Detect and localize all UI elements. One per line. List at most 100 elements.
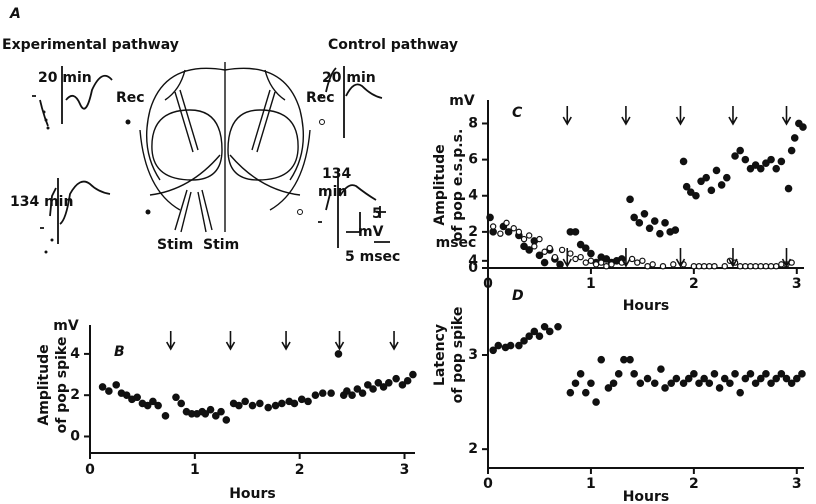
data-point — [540, 258, 549, 267]
unit-label: mV — [449, 93, 475, 109]
data-point — [790, 134, 799, 142]
data-point — [571, 379, 580, 388]
data-point — [143, 401, 152, 410]
data-point — [222, 416, 231, 424]
data-point — [536, 235, 543, 243]
data-point — [379, 383, 388, 391]
data-point — [311, 391, 320, 399]
data-point — [535, 251, 544, 260]
data-point — [787, 146, 796, 155]
data-point — [747, 262, 754, 270]
data-point — [695, 379, 703, 388]
data-point — [172, 393, 180, 402]
data-point — [752, 262, 759, 270]
data-point — [736, 262, 744, 270]
data-point — [587, 257, 595, 264]
data-point — [592, 261, 600, 268]
arrow — [334, 331, 345, 351]
data-point — [682, 182, 691, 191]
arrow — [728, 106, 738, 126]
data-point — [525, 246, 533, 254]
data-point — [767, 262, 775, 270]
data-point — [746, 370, 755, 378]
time-label: 20 min — [322, 70, 376, 86]
data-point — [558, 246, 566, 254]
data-point — [741, 155, 750, 164]
data-point — [343, 387, 351, 395]
data-point — [598, 259, 605, 266]
data-point — [656, 229, 664, 238]
data-point — [409, 370, 417, 379]
arrow — [562, 248, 572, 268]
data-point — [403, 376, 412, 385]
data-point — [778, 261, 785, 268]
data-point — [264, 403, 273, 412]
data-point — [667, 379, 676, 388]
rec-label: Rec — [306, 90, 335, 106]
data-point — [762, 159, 770, 168]
data-point — [271, 401, 280, 410]
data-point — [489, 346, 497, 355]
data-point — [697, 177, 705, 186]
data-point — [576, 240, 585, 249]
data-point — [497, 230, 504, 237]
data-point — [700, 262, 708, 270]
data-point — [133, 393, 141, 402]
data-point — [358, 389, 367, 397]
data-point — [799, 123, 807, 131]
data-point — [782, 374, 791, 383]
data-point — [742, 262, 749, 270]
arrow — [781, 106, 792, 126]
data-point — [720, 374, 729, 383]
data-point — [105, 387, 113, 395]
data-point — [494, 341, 503, 350]
arrow — [675, 248, 686, 268]
y-tick-label: 2 — [468, 441, 478, 457]
data-point — [551, 253, 559, 261]
x-tick-label: 1 — [190, 462, 200, 478]
data-point — [628, 255, 636, 263]
data-point — [241, 397, 249, 406]
stim-label: Stim — [203, 237, 239, 253]
arrow — [562, 106, 572, 126]
data-point — [506, 341, 515, 350]
data-point — [384, 379, 393, 387]
arrow — [281, 331, 291, 351]
data-point — [530, 327, 539, 336]
y-tick-label: 0 — [70, 428, 80, 444]
data-point — [609, 379, 618, 388]
data-point — [587, 379, 595, 388]
unit-label: mV — [53, 318, 79, 334]
data-point — [700, 374, 708, 383]
right-title: Control pathway — [328, 37, 458, 53]
data-point — [636, 379, 645, 388]
data-point — [645, 224, 654, 233]
data-point — [535, 332, 544, 340]
data-point — [626, 195, 634, 204]
data-point — [773, 262, 780, 270]
data-point — [581, 388, 590, 397]
data-point — [525, 332, 533, 340]
data-point — [597, 355, 606, 364]
data-point — [643, 374, 652, 383]
panel-letter: D — [512, 288, 524, 304]
data-point — [751, 379, 760, 388]
data-point — [608, 261, 615, 268]
data-point — [304, 397, 312, 406]
data-point — [650, 379, 659, 388]
data-point — [161, 412, 170, 420]
data-point — [630, 213, 638, 222]
data-point — [571, 228, 580, 236]
data-point — [348, 391, 356, 399]
data-point — [566, 388, 575, 397]
x-tick-label: 1 — [586, 276, 596, 292]
data-point — [369, 385, 377, 393]
data-point — [531, 243, 538, 250]
data-point — [712, 166, 721, 175]
data-point — [554, 322, 562, 331]
data-point — [723, 173, 731, 182]
time-label: 134 min — [10, 194, 73, 210]
y-axis-title: Amplitude — [432, 144, 448, 225]
arrow — [728, 248, 738, 268]
data-point — [679, 379, 688, 388]
